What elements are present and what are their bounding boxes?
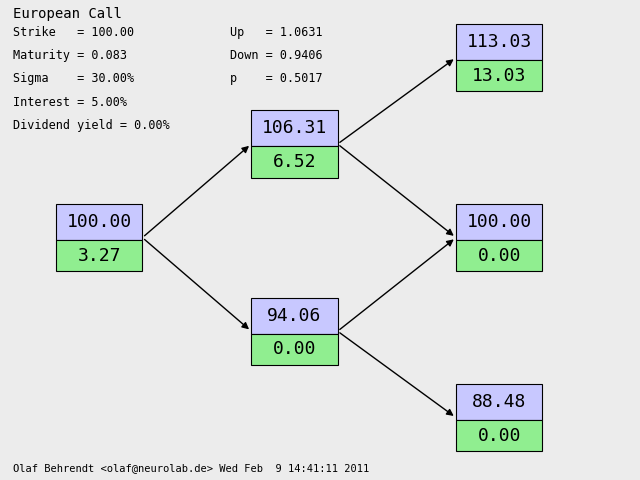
Bar [456,60,543,91]
Text: p    = 0.5017: p = 0.5017 [230,72,323,85]
Text: Down = 0.9406: Down = 0.9406 [230,49,323,62]
Bar [252,146,338,178]
Bar [252,110,338,146]
Bar [252,334,338,365]
Text: 106.31: 106.31 [262,120,327,137]
Text: Strike   = 100.00: Strike = 100.00 [13,26,134,39]
Text: 94.06: 94.06 [268,307,321,324]
Text: Maturity = 0.083: Maturity = 0.083 [13,49,127,62]
Text: 88.48: 88.48 [472,393,526,411]
Bar [456,204,543,240]
Bar [56,204,143,240]
Text: 6.52: 6.52 [273,153,316,171]
Text: 100.00: 100.00 [67,213,132,231]
Text: 3.27: 3.27 [77,247,121,264]
Text: 0.00: 0.00 [477,247,521,264]
Bar [456,240,543,271]
Text: Up   = 1.0631: Up = 1.0631 [230,26,323,39]
Text: European Call: European Call [13,7,122,21]
Bar [456,24,543,60]
Text: 13.03: 13.03 [472,67,526,84]
Text: Dividend yield = 0.00%: Dividend yield = 0.00% [13,119,170,132]
Text: 0.00: 0.00 [477,427,521,444]
Bar [456,384,543,420]
Text: 113.03: 113.03 [467,33,532,51]
Text: Sigma    = 30.00%: Sigma = 30.00% [13,72,134,85]
Bar [456,420,543,451]
Text: 0.00: 0.00 [273,340,316,358]
Text: 100.00: 100.00 [467,213,532,231]
Bar [252,298,338,334]
Text: Interest = 5.00%: Interest = 5.00% [13,96,127,108]
Text: Olaf Behrendt <olaf@neurolab.de> Wed Feb  9 14:41:11 2011: Olaf Behrendt <olaf@neurolab.de> Wed Feb… [13,463,369,473]
Bar [56,240,143,271]
